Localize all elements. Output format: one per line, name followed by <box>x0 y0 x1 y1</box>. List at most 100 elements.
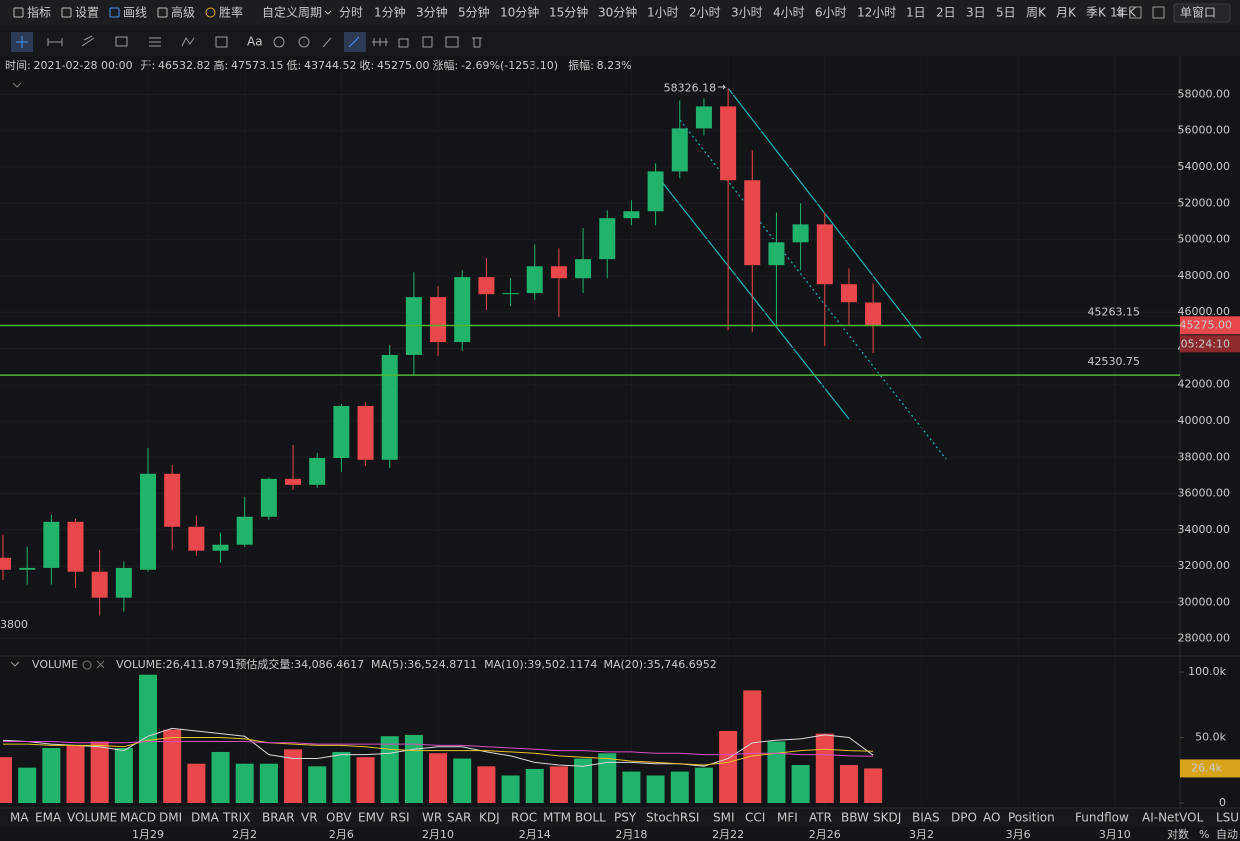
tabs-bar <box>0 809 1240 827</box>
indicator-tab[interactable]: OBV <box>326 811 352 825</box>
indicator-tab[interactable]: MTM <box>543 811 571 825</box>
period-item[interactable]: 周K <box>1026 6 1047 20</box>
indicator-tab[interactable]: MFI <box>777 811 798 825</box>
magnet-tool[interactable] <box>372 38 388 46</box>
period-item[interactable]: 10分钟 <box>500 5 539 20</box>
text-tool[interactable]: Aa <box>247 35 263 49</box>
rect-tool[interactable] <box>115 36 128 47</box>
period-item[interactable]: 5分钟 <box>458 5 490 20</box>
menu-item[interactable]: 指标 <box>27 5 51 20</box>
period-item[interactable]: 月K <box>1056 6 1077 20</box>
indicator-tab[interactable]: MA <box>10 811 29 825</box>
price-line-label: 45263.15 <box>1088 306 1141 319</box>
period-item[interactable]: 3分钟 <box>416 5 448 20</box>
volume-bar <box>308 766 327 803</box>
fib-tool[interactable] <box>149 37 161 47</box>
period-item[interactable]: 1日 <box>906 6 926 20</box>
legend-collapse[interactable] <box>10 661 20 667</box>
legend-item: MA(20):35,746.6952 <box>604 658 717 671</box>
period-item[interactable]: 3小时 <box>731 6 763 20</box>
indicator-tab[interactable]: BRAR <box>262 811 295 825</box>
indicator-tab[interactable]: DPO <box>951 811 977 825</box>
indicator-tab[interactable]: Fundflow <box>1075 811 1129 825</box>
window-select[interactable] <box>1173 3 1231 23</box>
volume-ma-line <box>2 727 874 767</box>
legend-close[interactable] <box>96 660 105 669</box>
period-item[interactable]: 年K <box>1116 6 1137 20</box>
volume-bar <box>259 763 278 803</box>
indicator-tab[interactable]: ROC <box>511 811 537 825</box>
menu-item[interactable]: 高级 <box>171 5 195 20</box>
indicator-tab[interactable]: BOLL <box>575 811 606 825</box>
wave-tool[interactable] <box>181 37 195 47</box>
menu-item[interactable]: 设置 <box>75 6 99 20</box>
period-item[interactable]: 15分钟 <box>549 5 588 20</box>
indicator-tab[interactable]: EMA <box>35 811 62 825</box>
volume-bar <box>211 751 230 803</box>
hline-tool[interactable] <box>47 38 63 46</box>
delete-tool[interactable] <box>472 37 482 48</box>
period-item[interactable]: 分时 <box>339 6 363 20</box>
axis-option[interactable]: 自动 <box>1216 828 1238 841</box>
indicator-tab[interactable]: VOLUME <box>67 811 117 825</box>
eraser-tool[interactable] <box>298 36 310 48</box>
y-tick-label: 34000.00 <box>1178 523 1231 536</box>
snapshot-tool[interactable] <box>445 36 459 48</box>
indicator-tab[interactable]: StochRSI <box>646 811 699 825</box>
indicator-tab[interactable]: LSUR <box>1216 811 1240 825</box>
copy-tool[interactable] <box>422 36 433 48</box>
indicator-tab[interactable]: Position <box>1008 811 1055 825</box>
menu-item[interactable]: 画线 <box>123 6 147 20</box>
period-item[interactable]: 季K <box>1086 6 1107 20</box>
custom-period[interactable]: 自定义周期 <box>262 5 322 20</box>
period-item[interactable]: 3日 <box>966 6 986 20</box>
indicator-tab[interactable]: TRIX <box>222 811 250 825</box>
indicator-tab[interactable]: SAR <box>447 811 471 825</box>
period-item[interactable]: 2小时 <box>689 6 721 20</box>
period-item[interactable]: 30分钟 <box>598 5 637 20</box>
indicator-tab[interactable]: SKDJ <box>873 811 901 825</box>
indicator-tab[interactable]: KDJ <box>479 811 500 825</box>
tool-active[interactable] <box>344 32 366 52</box>
indicator-tab[interactable]: DMI <box>159 811 182 825</box>
period-item[interactable]: 4小时 <box>773 6 805 20</box>
period-item[interactable]: 2日 <box>936 6 956 20</box>
ruler-tool[interactable] <box>322 37 332 48</box>
crosshair-tool[interactable] <box>16 36 28 48</box>
period-item[interactable]: 1小时 <box>647 6 679 20</box>
indicator-tab[interactable]: BIAS <box>912 811 940 825</box>
volume-bar <box>139 674 158 803</box>
collapse-icon[interactable] <box>12 82 22 88</box>
fullscreen-icon[interactable] <box>1129 6 1142 19</box>
candle-body <box>647 171 664 212</box>
lock-tool[interactable] <box>398 38 409 48</box>
indicator-tab[interactable]: SMI <box>713 811 735 825</box>
indicator-tab[interactable]: MACD <box>120 811 156 825</box>
legend-settings[interactable] <box>82 660 92 670</box>
indicator-tab[interactable]: BBW <box>841 811 869 825</box>
window-label[interactable]: 单窗口 <box>1180 6 1216 20</box>
indicator-tab[interactable]: DMA <box>191 811 220 825</box>
indicator-tab[interactable]: PSY <box>614 811 637 825</box>
indicator-tab[interactable]: RSI <box>390 811 410 825</box>
indicator-tab[interactable]: AO <box>983 811 1000 825</box>
pattern-tool[interactable] <box>273 36 285 48</box>
indicator-tab[interactable]: WR <box>422 811 442 825</box>
indicator-tab[interactable]: VR <box>301 811 318 825</box>
indicator-tab[interactable]: EMV <box>358 811 385 825</box>
refresh[interactable]: 1s <box>1110 6 1124 20</box>
period-item[interactable]: 1分钟 <box>374 5 406 20</box>
measure-tool[interactable] <box>215 36 228 48</box>
indicator-tab[interactable]: ATR <box>809 811 832 825</box>
pen-tool[interactable] <box>348 36 360 48</box>
period-item[interactable]: 12小时 <box>857 6 896 20</box>
axis-option[interactable]: % <box>1199 828 1209 841</box>
period-item[interactable]: 6小时 <box>815 6 847 20</box>
trend-tool[interactable] <box>81 35 95 47</box>
menu-item[interactable]: 胜率 <box>219 5 243 20</box>
indicator-tab[interactable]: CCI <box>745 811 765 825</box>
window-icon[interactable] <box>1152 6 1165 19</box>
indicator-tab[interactable]: AI-NetVOL <box>1142 811 1204 825</box>
axis-option[interactable]: 对数 <box>1167 827 1189 841</box>
period-item[interactable]: 5日 <box>996 6 1016 20</box>
